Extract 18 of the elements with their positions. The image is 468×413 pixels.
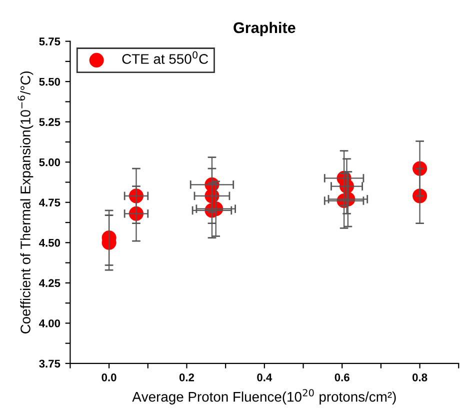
- y-tick-label: 4.25: [39, 279, 60, 288]
- legend-label: CTE at 550$^{0}$C: [122, 51, 208, 64]
- y-tick-label: 3.75: [39, 360, 60, 368]
- x-axis-title: Average Proton Fluence(10$^{20}$ protons/cm²): [132, 389, 396, 404]
- y-tick-label: 5.50: [39, 78, 60, 86]
- y-tick-label: 4.50: [39, 238, 60, 247]
- y-tick-label: 5.25: [39, 118, 60, 126]
- y-tick-label: 4.75: [39, 198, 60, 207]
- x-tick-label: 0.6: [334, 373, 350, 382]
- x-tick-label: 0.2: [179, 373, 194, 382]
- x-tick-label: 0.0: [102, 373, 116, 382]
- y-tick-label: 4.00: [39, 319, 60, 328]
- chart-title: Graphite: [234, 22, 296, 36]
- x-tick-label: 0.4: [257, 373, 272, 382]
- x-tick-label: 0.8: [412, 373, 428, 382]
- y-tick-label: 5.00: [39, 158, 60, 166]
- y-tick-label: 5.75: [39, 38, 60, 46]
- y-axis-title: Coefficient of Thermal Expansion(10$^{−6}$/°C): [18, 71, 34, 334]
